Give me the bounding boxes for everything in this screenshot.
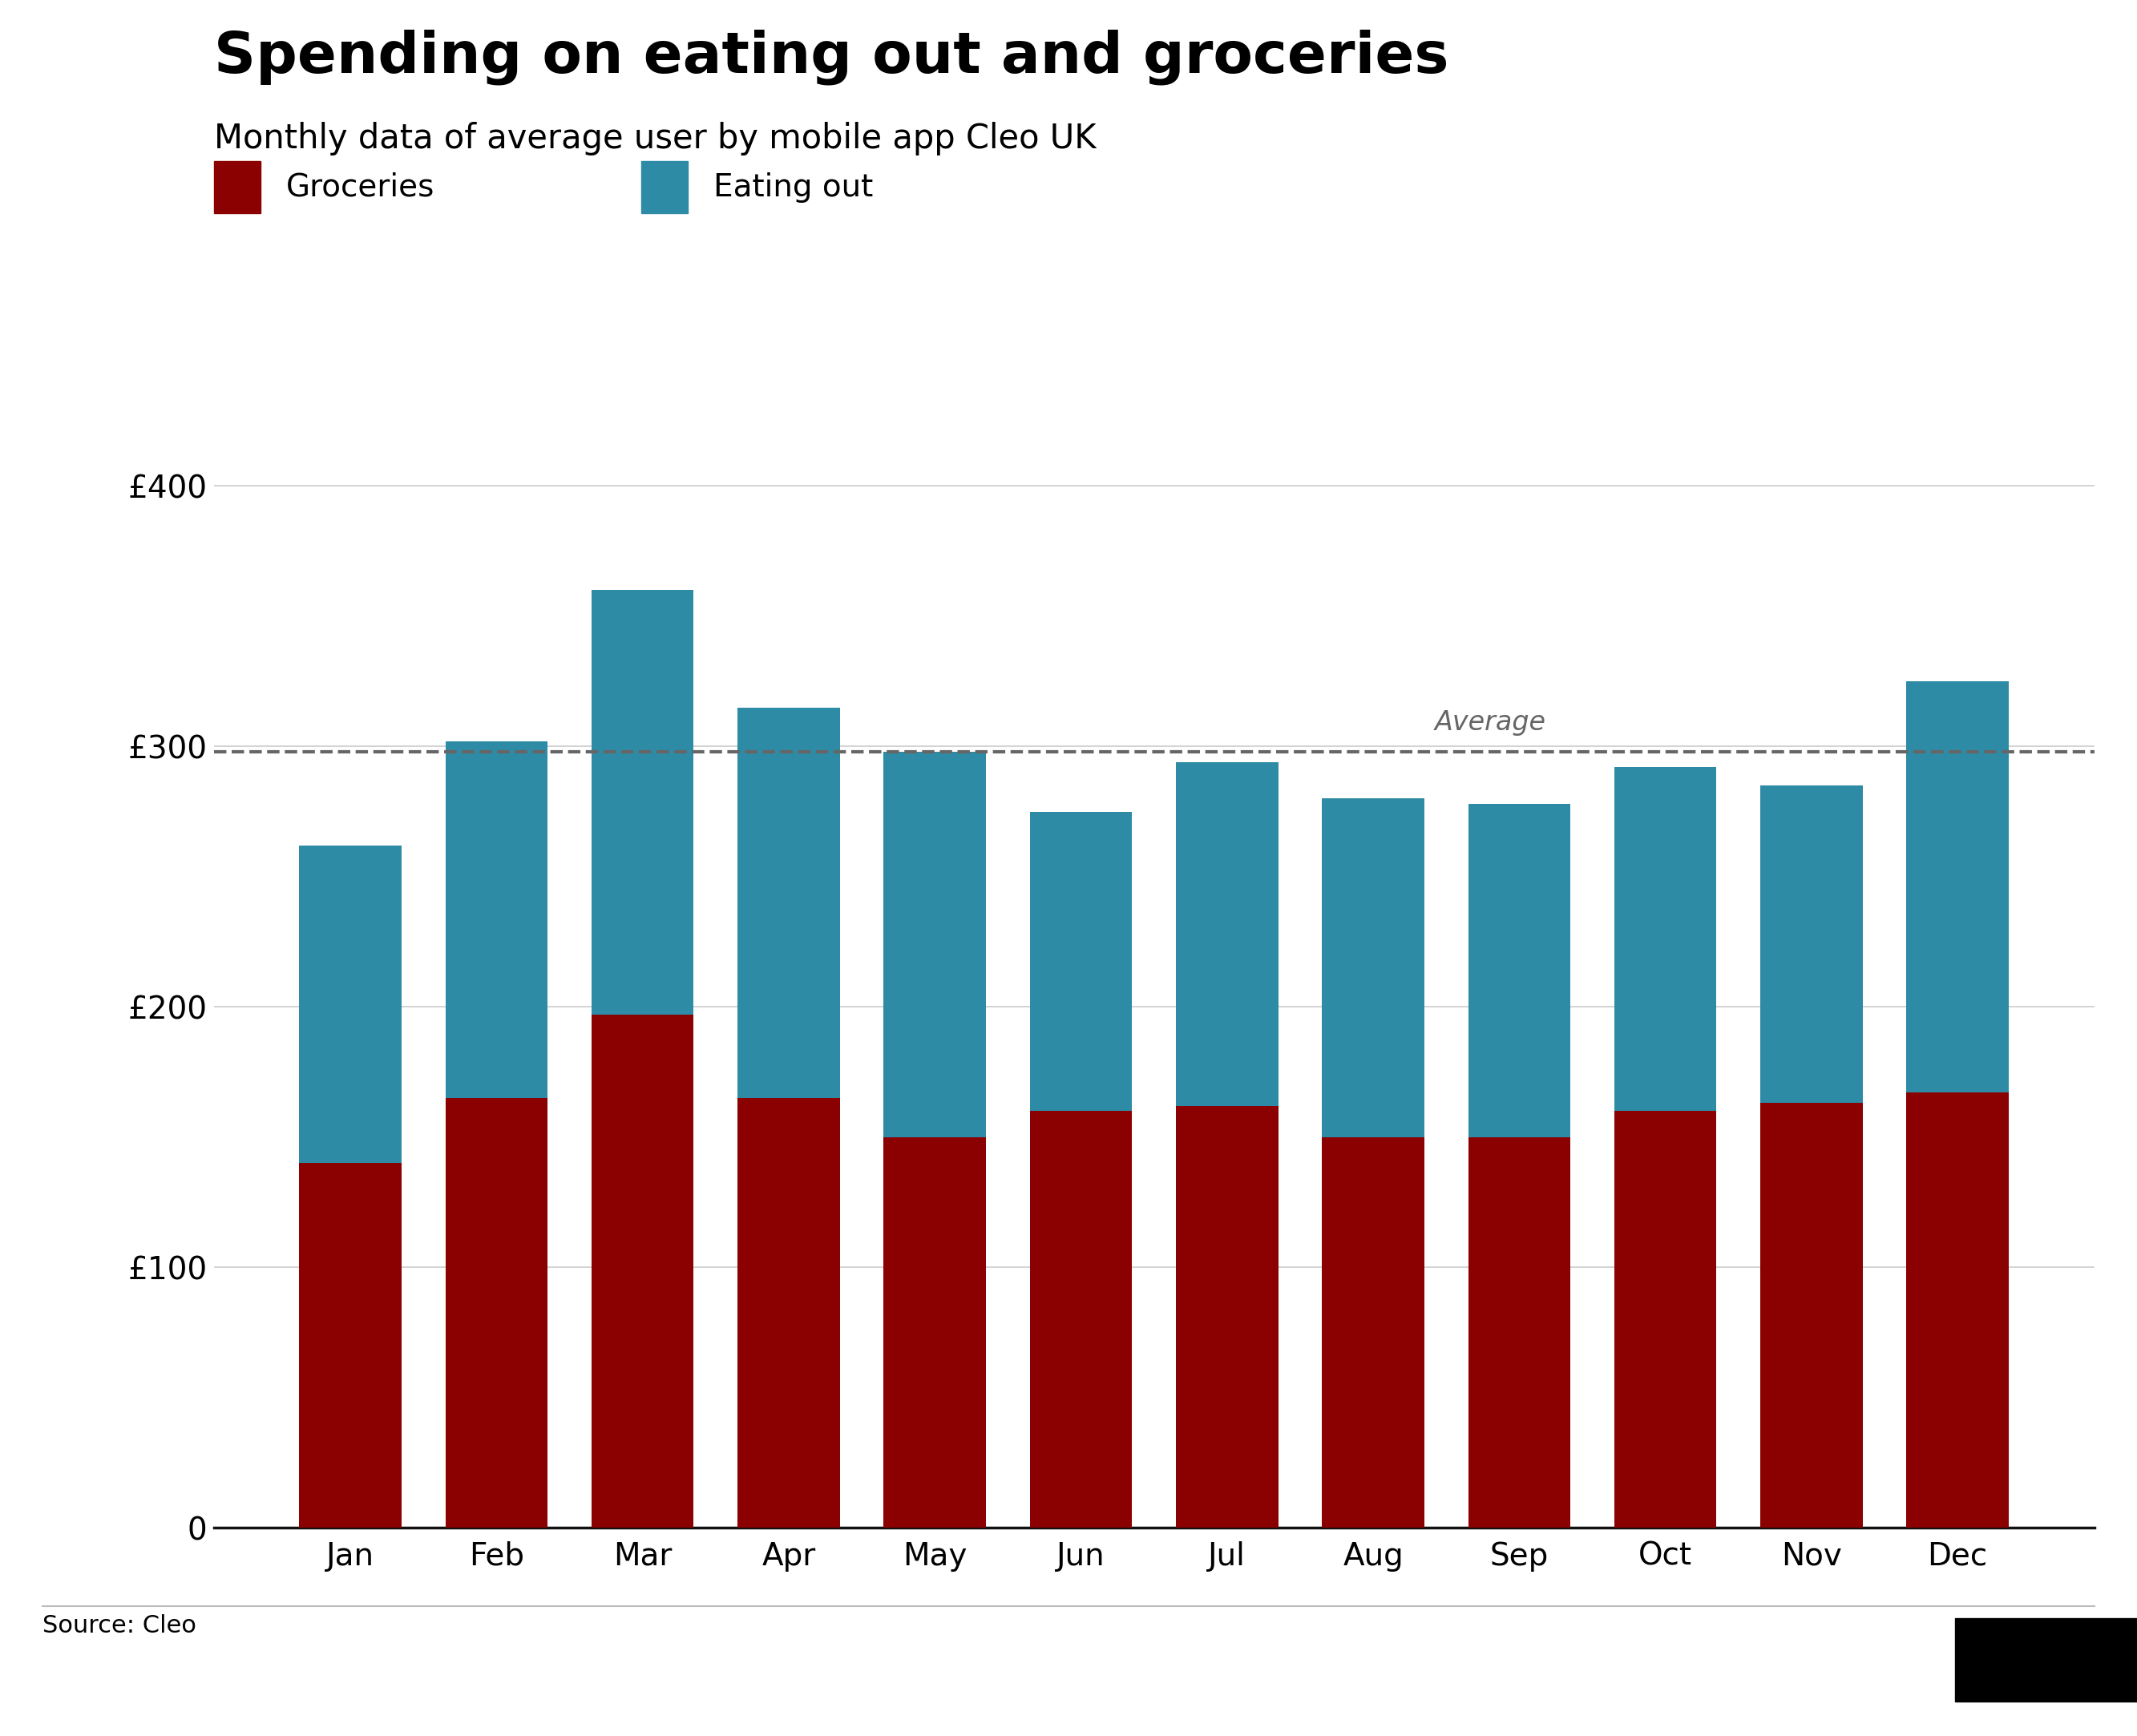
Bar (444, 741, 547, 1097)
Bar (737, 708, 840, 1097)
Bar (885, 1137, 985, 1528)
Bar (299, 845, 402, 1163)
Bar (444, 1097, 547, 1528)
Text: Monthly data of average user by mobile app Cleo UK: Monthly data of average user by mobile a… (214, 122, 1096, 155)
Text: Source: Cleo: Source: Cleo (43, 1614, 197, 1637)
Bar (1030, 1111, 1133, 1528)
Bar (1468, 1137, 1571, 1528)
Text: Average: Average (1434, 710, 1545, 736)
Bar (1613, 767, 1716, 1111)
Bar (1906, 682, 2009, 1094)
Text: Eating out: Eating out (714, 172, 874, 203)
Bar (1761, 1104, 1863, 1528)
Text: BBC: BBC (2013, 1646, 2079, 1674)
Bar (1175, 1106, 1278, 1528)
Bar (1468, 804, 1571, 1137)
Bar (885, 752, 985, 1137)
Bar (1906, 1094, 2009, 1528)
Bar (592, 1014, 695, 1528)
Bar (1323, 799, 1423, 1137)
Text: Spending on eating out and groceries: Spending on eating out and groceries (214, 30, 1449, 85)
Bar (1761, 785, 1863, 1104)
Bar (592, 590, 695, 1014)
Bar (1030, 812, 1133, 1111)
Bar (1613, 1111, 1716, 1528)
Bar (1175, 762, 1278, 1106)
Bar (299, 1163, 402, 1528)
Bar (737, 1097, 840, 1528)
Bar (1323, 1137, 1423, 1528)
Text: Groceries: Groceries (286, 172, 436, 203)
